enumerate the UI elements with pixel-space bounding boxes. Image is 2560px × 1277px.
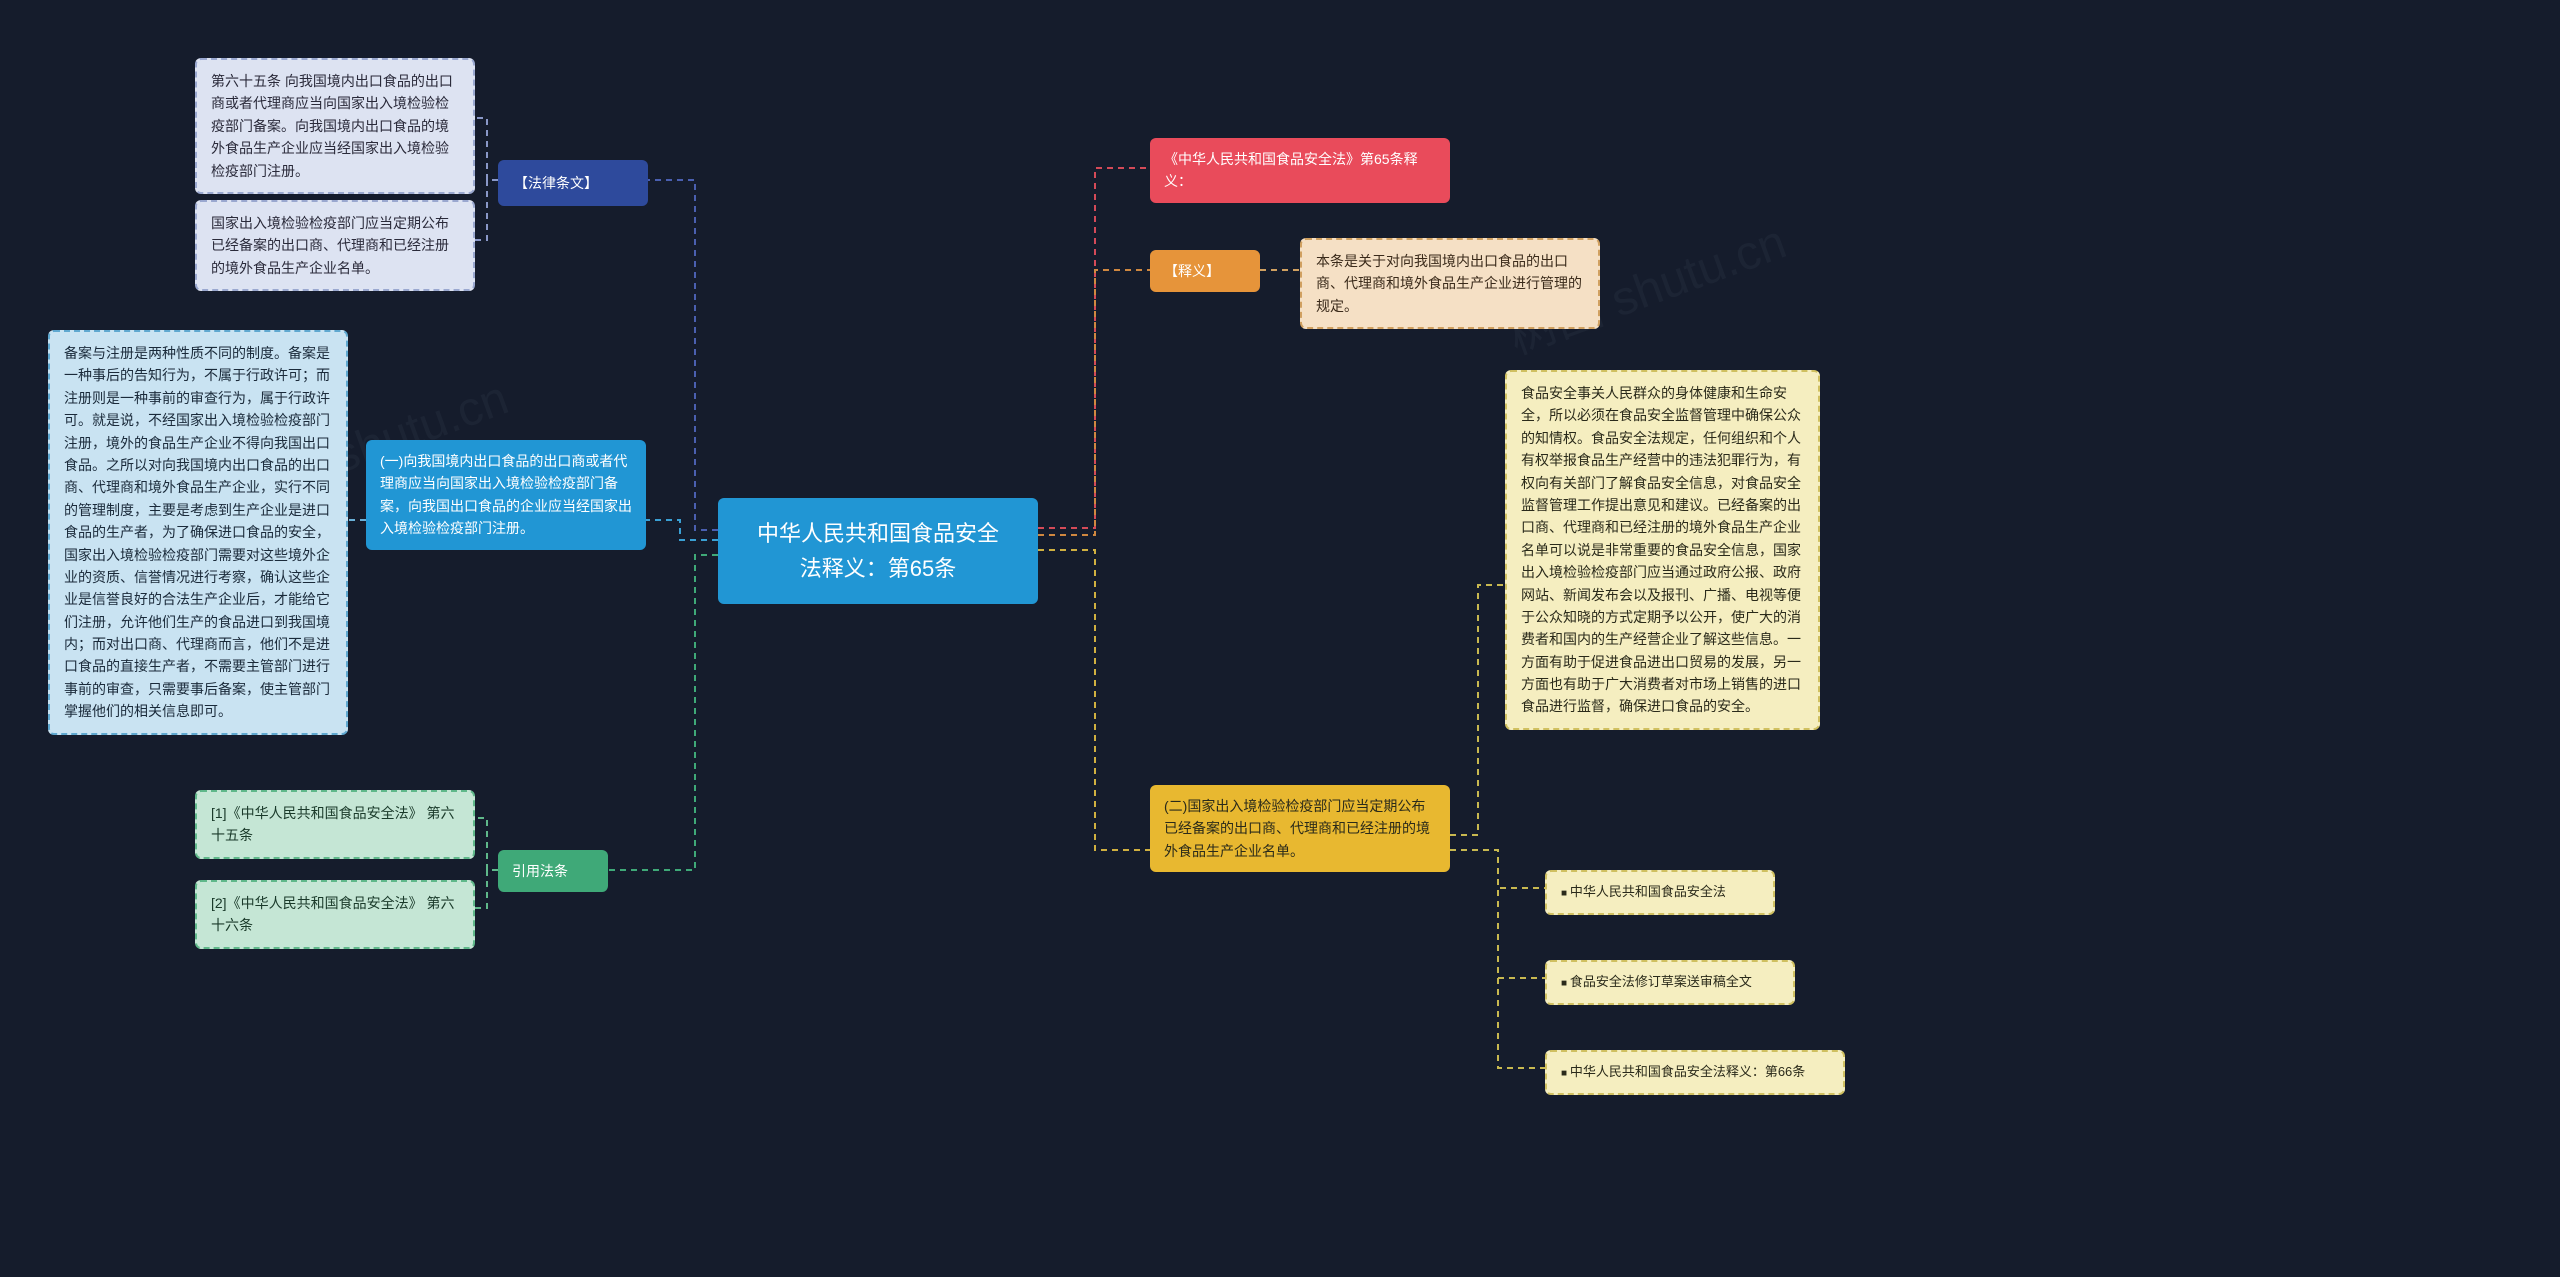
node-interp_detail: 本条是关于对向我国境内出口食品的出口商、代理商和境外食品生产企业进行管理的规定。	[1300, 238, 1600, 329]
node-interp: 【释义】	[1150, 250, 1260, 292]
node-law_text_c1: 第六十五条 向我国境内出口食品的出口商或者代理商应当向国家出入境检验检疫部门备案…	[195, 58, 475, 194]
node-section1: (一)向我国境内出口食品的出口商或者代理商应当向国家出入境检验检疫部门备案，向我…	[366, 440, 646, 550]
node-link1: 中华人民共和国食品安全法	[1545, 870, 1775, 915]
node-ref_law_c1: [1]《中华人民共和国食品安全法》 第六十五条	[195, 790, 475, 859]
center-node: 中华人民共和国食品安全法释义：第65条	[718, 498, 1038, 604]
node-section2: (二)国家出入境检验检疫部门应当定期公布已经备案的出口商、代理商和已经注册的境外…	[1150, 785, 1450, 872]
node-section2_detail: 食品安全事关人民群众的身体健康和生命安全，所以必须在食品安全监督管理中确保公众的…	[1505, 370, 1820, 730]
node-law_text: 【法律条文】	[498, 160, 648, 206]
node-link2: 食品安全法修订草案送审稿全文	[1545, 960, 1795, 1005]
node-ref_law_c2: [2]《中华人民共和国食品安全法》 第六十六条	[195, 880, 475, 949]
node-law_text_c2: 国家出入境检验检疫部门应当定期公布已经备案的出口商、代理商和已经注册的境外食品生…	[195, 200, 475, 291]
node-ref_law: 引用法条	[498, 850, 608, 892]
node-link3: 中华人民共和国食品安全法释义：第66条	[1545, 1050, 1845, 1095]
node-section1_detail: 备案与注册是两种性质不同的制度。备案是一种事后的告知行为，不属于行政许可；而注册…	[48, 330, 348, 735]
node-doc_title: 《中华人民共和国食品安全法》第65条释义：	[1150, 138, 1450, 203]
